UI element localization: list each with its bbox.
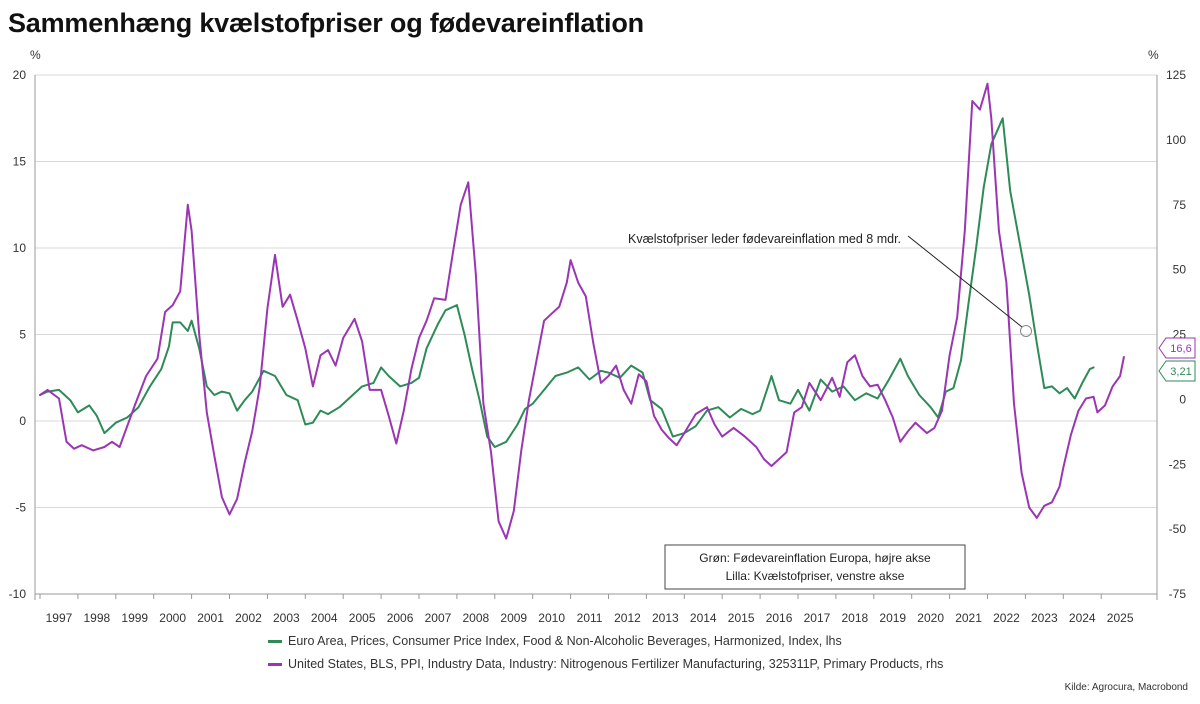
last-value-green-box [1158,360,1196,382]
right-tick-label: -50 [1169,522,1187,536]
right-tick-label: 75 [1173,198,1187,212]
x-tick-label: 2010 [538,611,565,625]
last-value-green-label: 3,21 [1170,366,1191,378]
legend-label-purple: United States, BLS, PPI, Industry Data, … [288,657,944,671]
note-box [664,544,966,590]
left-tick-label: 20 [13,68,27,82]
x-tick-label: 2014 [690,611,717,625]
series-line-purple [39,82,1125,540]
x-tick-label: 2021 [955,611,982,625]
x-tick-label: 2002 [235,611,262,625]
x-tick-label: 2005 [349,611,376,625]
left-tick-label: 10 [13,241,27,255]
x-tick-label: 2022 [993,611,1020,625]
legend-item-purple: United States, BLS, PPI, Industry Data, … [268,657,943,671]
legend-swatch-purple [268,662,282,666]
left-tick-label: 0 [19,414,26,428]
last-value-purple-box [1158,337,1196,359]
x-tick-label: 2009 [500,611,527,625]
annotation-text: Kvælstofpriser leder fødevareinflation m… [628,232,901,246]
x-tick-label: 2011 [577,611,603,625]
x-tick-label: 2016 [766,611,793,625]
x-tick-label: 1997 [46,611,73,625]
x-tick-label: 1998 [83,611,110,625]
left-tick-label: -10 [9,587,27,601]
last-value-purple-label: 16,6 [1170,343,1191,355]
right-tick-label: 100 [1166,133,1186,147]
x-tick-label: 2013 [652,611,679,625]
x-tick-label: 2024 [1069,611,1096,625]
note-line-2: Lilla: Kvælstofpriser, venstre akse [726,569,905,583]
legend-swatch-green [268,639,282,643]
right-tick-label: 125 [1166,68,1186,82]
left-tick-label: 15 [13,155,27,169]
x-tick-label: 2020 [917,611,944,625]
series-line-green [39,117,1095,448]
note-line-1: Grøn: Fødevareinflation Europa, højre ak… [699,551,931,565]
right-axis-unit: % [1148,48,1159,62]
x-tick-label: 2000 [159,611,186,625]
right-tick-label: 0 [1179,392,1186,406]
left-tick-label: -5 [15,501,26,515]
x-tick-label: 2003 [273,611,300,625]
x-tick-label: 2012 [614,611,641,625]
left-tick-label: 5 [19,328,26,342]
annotation-leader-line [907,235,1023,328]
x-tick-label: 2006 [387,611,414,625]
x-tick-label: 2015 [728,611,755,625]
x-tick-label: 2018 [841,611,868,625]
right-tick-label: -25 [1169,457,1187,471]
x-tick-label: 1999 [121,611,148,625]
x-tick-label: 2004 [311,611,338,625]
chart-title: Sammenhæng kvælstofpriser og fødevareinf… [8,8,644,38]
right-tick-label: 50 [1173,263,1187,277]
annotation-marker [1020,325,1032,337]
legend-label-green: Euro Area, Prices, Consumer Price Index,… [288,634,842,648]
x-tick-label: 2001 [197,611,224,625]
x-tick-label: 2007 [425,611,452,625]
x-tick-label: 2019 [879,611,906,625]
x-tick-label: 2017 [804,611,831,625]
source-note: Kilde: Agrocura, Macrobond [1064,682,1188,693]
legend-item-green: Euro Area, Prices, Consumer Price Index,… [268,634,842,648]
left-axis-unit: % [30,48,41,62]
right-tick-label: -75 [1169,587,1187,601]
x-tick-label: 2008 [462,611,489,625]
x-tick-label: 2025 [1107,611,1134,625]
x-tick-label: 2023 [1031,611,1058,625]
